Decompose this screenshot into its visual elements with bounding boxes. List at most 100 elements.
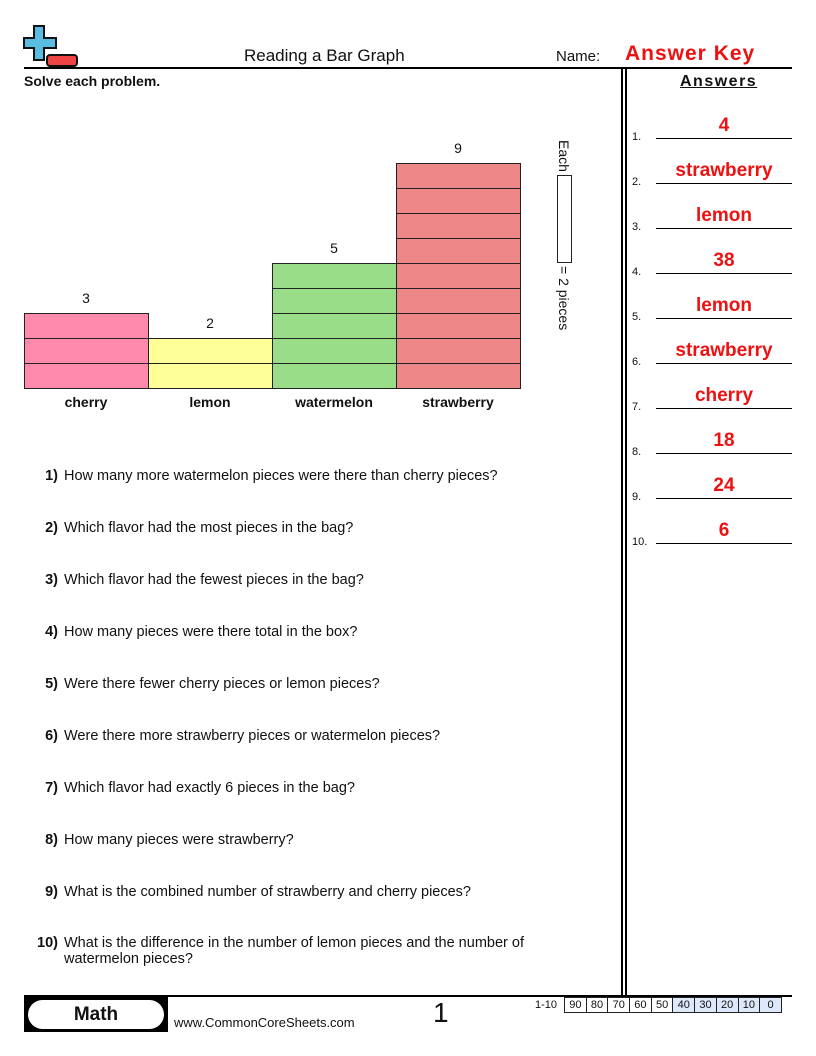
- bar-segment-strawberry: [396, 313, 521, 339]
- answer-number: 5.: [632, 311, 642, 323]
- subject-label: Math: [28, 1000, 164, 1029]
- answer-line: [656, 453, 792, 454]
- answer-item: 7. cherry: [632, 385, 792, 413]
- bar-segment-watermelon: [272, 363, 397, 389]
- bar-segment-strawberry: [396, 288, 521, 314]
- answer-line: [656, 408, 792, 409]
- category-label: strawberry: [422, 394, 494, 410]
- bar-segment-strawberry: [396, 263, 521, 289]
- answer-number: 9.: [632, 491, 642, 503]
- score-cell: 0: [759, 997, 782, 1013]
- answer-line: [656, 498, 792, 499]
- answer-number: 2.: [632, 176, 642, 188]
- logo-plus-minus-icon: [23, 25, 78, 67]
- bar-segment-cherry: [24, 313, 149, 339]
- score-cell: 40: [672, 997, 696, 1013]
- bar-segment-strawberry: [396, 213, 521, 239]
- answer-text: cherry: [694, 385, 754, 406]
- answer-text: 6: [718, 520, 730, 541]
- answer-line: [656, 363, 792, 364]
- bar-segment-lemon: [148, 363, 273, 389]
- name-value: Answer Key: [625, 42, 756, 65]
- instructions: Solve each problem.: [24, 73, 161, 89]
- answer-item: 10. 6: [632, 520, 792, 548]
- bar-segment-strawberry: [396, 338, 521, 364]
- bar-segment-strawberry: [396, 363, 521, 389]
- category-label: watermelon: [295, 394, 373, 410]
- question-number: 3): [45, 572, 58, 588]
- bar-segment-strawberry: [396, 238, 521, 264]
- question-number: 10): [37, 935, 58, 951]
- answer-item: 3. lemon: [632, 205, 792, 233]
- answer-text: 24: [713, 475, 735, 496]
- answer-item: 1. 4: [632, 115, 792, 143]
- bar-segment-watermelon: [272, 338, 397, 364]
- category-label: cherry: [64, 394, 108, 410]
- answer-line: [656, 138, 792, 139]
- score-cell: 70: [607, 997, 631, 1013]
- page-number: 1: [433, 997, 449, 1028]
- question-item: 4) How many pieces were there total in th…: [24, 624, 584, 640]
- question-item: 8) How many pieces were strawberry?: [24, 832, 584, 848]
- question-text: Were there fewer cherry pieces or lemon …: [64, 676, 380, 692]
- question-text: Which flavor had the fewest pieces in th…: [64, 572, 364, 588]
- question-text: What is the difference in the number of …: [64, 935, 524, 967]
- bar-value-label: 9: [454, 140, 462, 156]
- bar-segment-watermelon: [272, 313, 397, 339]
- answer-line: [656, 273, 792, 274]
- bar-value-label: 5: [330, 240, 338, 256]
- answers-heading: Answers: [680, 73, 758, 90]
- answer-item: 5. lemon: [632, 295, 792, 323]
- legend-suffix: = 2 pieces: [556, 266, 572, 331]
- score-cell: 30: [694, 997, 717, 1013]
- bar-value-label: 3: [82, 290, 90, 306]
- question-text: How many pieces were there total in the …: [64, 624, 358, 640]
- footer-divider: [24, 995, 792, 997]
- answer-item: 2. strawberry: [632, 160, 792, 188]
- legend-unit-box: [557, 175, 572, 263]
- question-text: Which flavor had exactly 6 pieces in the…: [64, 780, 355, 796]
- site-url: www.CommonCoreSheets.com: [174, 1015, 355, 1030]
- question-number: 4): [45, 624, 58, 640]
- answer-item: 8. 18: [632, 430, 792, 458]
- answer-item: 9. 24: [632, 475, 792, 503]
- question-item: 2) Which flavor had the most pieces in th…: [24, 520, 584, 536]
- answer-text: strawberry: [675, 340, 773, 361]
- question-item: 1) How many more watermelon pieces were t…: [24, 468, 584, 484]
- answer-number: 1.: [632, 131, 642, 143]
- bar-segment-lemon: [148, 338, 273, 364]
- category-label: lemon: [189, 394, 231, 410]
- answer-number: 7.: [632, 401, 642, 413]
- answer-line: [656, 183, 792, 184]
- score-cell: 20: [715, 997, 739, 1013]
- question-number: 7): [45, 780, 58, 796]
- column-divider: [621, 69, 623, 996]
- bar-segment-watermelon: [272, 288, 397, 314]
- answer-number: 3.: [632, 221, 642, 233]
- question-number: 2): [45, 520, 58, 536]
- answer-line: [656, 228, 792, 229]
- page-title: Reading a Bar Graph: [244, 46, 405, 65]
- answer-text: lemon: [696, 295, 752, 316]
- answer-number: 10.: [632, 536, 648, 548]
- bar-segment-watermelon: [272, 263, 397, 289]
- answer-text: 4: [718, 115, 730, 136]
- score-cell: 90: [564, 997, 587, 1013]
- question-number: 6): [45, 728, 58, 744]
- legend-prefix: Each: [556, 140, 572, 172]
- bar-segment-cherry: [24, 363, 149, 389]
- question-number: 1): [45, 468, 58, 484]
- bar-graph: 3 cherry 2 lemon 5 watermelon 9 strawberry: [0, 0, 600, 420]
- answer-number: 4.: [632, 266, 642, 278]
- answer-text: 38: [713, 250, 735, 271]
- question-item: 7) Which flavor had exactly 6 pieces in t…: [24, 780, 584, 796]
- question-text: Were there more strawberry pieces or wat…: [64, 728, 441, 744]
- question-item: 10) What is the difference in the number …: [24, 935, 584, 967]
- answer-line: [656, 318, 792, 319]
- question-text: What is the combined number of strawberr…: [64, 884, 471, 900]
- bar-value-label: 2: [206, 315, 214, 331]
- bar-segment-cherry: [24, 338, 149, 364]
- score-cell: 10: [737, 997, 761, 1013]
- answer-number: 8.: [632, 446, 642, 458]
